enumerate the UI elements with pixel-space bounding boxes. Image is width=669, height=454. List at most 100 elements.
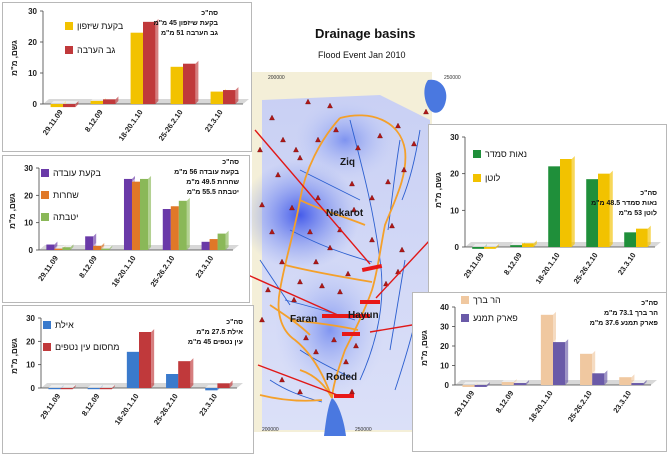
rain-station-marker [401, 166, 407, 173]
totals-note: שחרות 49.5 מ"מ [186, 179, 239, 186]
place-label-nekarot: Nekarot [326, 208, 364, 219]
bar-top [540, 311, 556, 315]
y-tick-label: 20 [28, 38, 37, 47]
x-tick-label: 25-26.2.10 [572, 251, 600, 286]
bar-top [631, 380, 647, 384]
bar-top [62, 244, 74, 248]
leader-lines [247, 129, 431, 397]
y-axis-label: גשם, מ"מ [420, 330, 429, 366]
legend-swatch [65, 22, 73, 30]
bar-side [486, 382, 490, 387]
bar-top [636, 225, 651, 229]
y-axis-label: גשם, מ"מ [10, 338, 19, 374]
bar [183, 63, 196, 104]
bar [548, 166, 560, 247]
grid-label: 250000 [444, 75, 461, 81]
bar [123, 178, 132, 250]
legend-label: בקעת שיזפון [77, 21, 124, 31]
totals-note: הר ברך 73.1 מ"מ [604, 310, 658, 317]
rain-station-marker [291, 296, 297, 303]
bar [624, 232, 636, 247]
y-tick-label: 40 [440, 303, 449, 312]
rain-maximum [240, 160, 360, 270]
bar-top [586, 176, 601, 180]
rain-station-marker [369, 236, 375, 243]
bar [162, 209, 171, 250]
bar [178, 200, 187, 250]
bar-side [533, 240, 537, 247]
chart-panel-eilat: 0 10 20 30 גשם, מ"מ 29.11.09 8.12.09 18-20.1.10… [2, 305, 254, 454]
y-tick-label: 30 [440, 323, 449, 332]
x-tick-label: 23.3.10 [203, 108, 225, 134]
bar-top [103, 96, 119, 100]
bar-top [46, 241, 58, 245]
bar [223, 90, 236, 104]
legend-label: מחסום עין נטפים [55, 342, 120, 352]
totals-note: לוטן 53 מ"מ [619, 209, 657, 217]
legend-label: בקעת עובדה [53, 168, 101, 178]
bar [140, 178, 149, 250]
x-tick-label: 29.11.09 [36, 254, 60, 283]
rain-station-marker [349, 180, 355, 187]
rainfall-chart-lotan: 0 10 20 30 גשם, מ"מ 29.11.09 8.12.09 18-20.1.10… [434, 133, 661, 286]
bar-top [93, 242, 105, 246]
legend-label: יטבתה [53, 212, 79, 222]
bar-side [647, 225, 651, 247]
bar-top [205, 385, 221, 388]
chart-panel-arava-shizafon: 0 10 20 30 גשם, מ"מ 29.11.09 8.12.09 18-20.1.10… [2, 2, 252, 152]
bar-top [126, 348, 142, 352]
bar [540, 314, 553, 385]
rain-station-marker [327, 244, 333, 251]
legend-label: פארק תמנע [473, 313, 518, 323]
bar-top [63, 101, 79, 104]
bar [217, 383, 230, 388]
bar-side [609, 170, 613, 247]
y-tick-label: 0 [31, 384, 36, 393]
totals-note: סה"כ [222, 159, 239, 166]
rain-station-marker [303, 334, 309, 341]
bar [178, 361, 191, 388]
bar-top [624, 229, 639, 233]
outlet-marker [334, 394, 354, 398]
y-tick-label: 20 [450, 170, 459, 179]
legend-swatch [43, 343, 51, 351]
rain-station-marker [259, 316, 265, 323]
bar [586, 179, 598, 247]
bar [170, 206, 179, 250]
bar-top [510, 242, 525, 246]
bar-top [48, 385, 64, 388]
bar-side [235, 87, 239, 104]
x-tick-label: 18-20.1.10 [527, 389, 555, 424]
x-tick-label: 8.12.09 [83, 108, 105, 134]
totals-note: בקעת שיזפון 45 מ"מ [154, 20, 219, 27]
y-tick-label: 10 [28, 69, 37, 78]
bar [210, 91, 223, 104]
bar-top [619, 374, 635, 378]
rain-station-marker [351, 206, 357, 213]
legend-label: לוטן [485, 173, 501, 183]
rain-station-marker [395, 122, 401, 129]
rain-station-marker [353, 342, 359, 349]
legend-swatch [41, 213, 49, 221]
bar [522, 243, 534, 247]
outlet-marker [360, 300, 380, 304]
totals-note: יטבתה 55.5 מ"מ [187, 189, 239, 196]
rain-station-marker [383, 280, 389, 287]
y-axis-label: גשם, מ"מ [10, 40, 19, 76]
y-tick-label: 30 [28, 7, 37, 16]
bar [126, 351, 139, 388]
legend-swatch [473, 150, 481, 158]
bar-top [85, 233, 97, 237]
bar [619, 377, 632, 385]
y-tick-label: 30 [450, 133, 459, 142]
bar-top [217, 380, 233, 384]
bar-top [553, 339, 569, 343]
bar-top [178, 358, 194, 362]
bar-side [190, 358, 194, 388]
x-tick-label: 8.12.09 [494, 389, 516, 415]
x-tick-label: 25-26.2.10 [148, 254, 176, 289]
bar [484, 247, 496, 249]
rain-station-marker [315, 194, 321, 201]
page-title: Drainage basins [315, 26, 416, 41]
